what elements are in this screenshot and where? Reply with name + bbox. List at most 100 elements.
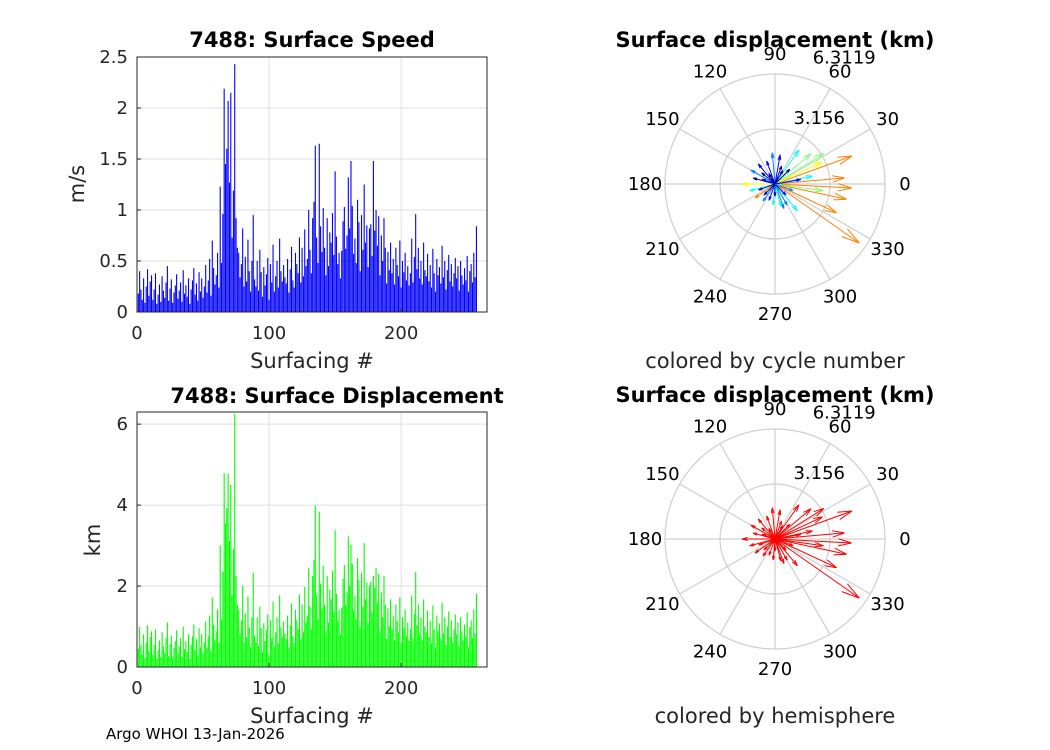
vector-shaft: [774, 504, 800, 540]
compass-cycle-vectors: [741, 149, 860, 244]
displacement-vector: [761, 533, 776, 540]
vector-head: [771, 200, 774, 205]
displacement-vector: [774, 504, 800, 540]
vector-head: [824, 210, 837, 214]
vector-head: [794, 204, 798, 211]
displacement-vector: [774, 533, 801, 540]
speed-chart: 7488: Surface Speed 0 100 200 0 0.5 1 1.5 2 2.5…: [65, 28, 488, 373]
vector-head: [815, 186, 824, 192]
vector-head: [796, 179, 801, 182]
ring-label: 3.156: [793, 108, 845, 129]
vector-shaft: [766, 515, 776, 540]
displacement-vector: [741, 536, 775, 542]
vector-shaft: [774, 538, 824, 547]
vector-head: [749, 187, 755, 192]
vector-head: [795, 504, 800, 512]
vector-shaft: [761, 527, 776, 540]
displacement-vector: [761, 527, 776, 540]
vector-head: [838, 183, 852, 189]
displacement-vector: [774, 183, 837, 214]
displacement-chart: 7488: Surface Displacement 0 100 200 0246 …: [81, 384, 504, 728]
displacement-vector: [774, 168, 791, 185]
vector-shaft: [758, 183, 776, 191]
vector-shaft: [774, 154, 781, 185]
displacement-vector: [754, 538, 776, 554]
x-tick-label: 100: [252, 678, 286, 699]
vector-head: [837, 510, 853, 513]
displacement-bars: [137, 414, 477, 667]
angle-label: 0: [899, 529, 910, 550]
vector-head: [778, 202, 782, 207]
vector-shaft: [774, 538, 788, 561]
displacement-vector: [761, 172, 776, 185]
angle-label: 240: [693, 287, 727, 308]
vector-head: [783, 201, 788, 206]
vector-head: [741, 181, 748, 185]
displacement-vector: [774, 154, 782, 185]
vector-head: [832, 532, 845, 538]
displacement-vector: [774, 538, 794, 547]
displacement-vector: [750, 524, 776, 540]
angle-label: 150: [645, 464, 679, 485]
vector-shaft: [761, 172, 776, 185]
displacement-vector: [766, 160, 776, 185]
vector-head: [762, 552, 765, 557]
vector-shaft: [768, 173, 776, 185]
angle-label: 120: [693, 416, 727, 437]
vector-shaft: [774, 183, 847, 200]
vector-shaft: [757, 518, 776, 540]
vector-shaft: [763, 538, 776, 551]
displacement-vector: [774, 538, 837, 569]
displacement-vector: [774, 538, 787, 551]
vector-head: [815, 541, 824, 547]
displacement-vector: [758, 183, 776, 191]
angle-label: 210: [645, 239, 679, 260]
vector-head: [813, 508, 824, 513]
vector-head: [824, 565, 837, 569]
angle-label: 180: [628, 529, 662, 550]
displacement-vector: [774, 538, 860, 599]
y-tick-label: 0: [117, 657, 128, 678]
vector-head: [750, 524, 756, 527]
vector-head: [778, 557, 782, 562]
displacement-vector: [774, 183, 794, 192]
vector-head: [814, 516, 823, 524]
vector-shaft: [774, 523, 791, 540]
displacement-vector: [774, 183, 847, 201]
ring-label: 6.3119: [813, 48, 876, 69]
y-tick-label: 2: [117, 98, 128, 119]
displacement-vector: [774, 183, 824, 193]
compass-cycle-title: Surface displacement (km): [615, 28, 934, 52]
compass-hemisphere-title: Surface displacement (km): [615, 383, 934, 407]
vector-shaft: [774, 165, 783, 185]
footer-credit: Argo WHOI 13-Jan-2026: [106, 725, 285, 743]
vector-head: [761, 527, 766, 530]
compass-cycle-caption: colored by cycle number: [645, 349, 905, 373]
vector-shaft: [758, 538, 776, 546]
vector-head: [792, 504, 800, 510]
vector-shaft: [774, 183, 794, 192]
vector-shaft: [774, 508, 825, 540]
vector-shaft: [762, 183, 776, 202]
angle-label: 210: [645, 594, 679, 615]
y-tick-label: 4: [117, 495, 128, 516]
vector-head: [757, 518, 763, 523]
displacement-vector: [773, 539, 777, 552]
vector-head: [806, 175, 813, 180]
displacement-vector: [774, 183, 788, 206]
displacement-vector: [770, 507, 776, 540]
displacement-vector: [768, 173, 776, 185]
vector-head: [814, 161, 823, 169]
vector-head: [771, 507, 775, 514]
angle-label: 270: [758, 659, 792, 680]
vector-head: [762, 197, 765, 202]
speed-bars: [137, 64, 477, 312]
angle-label: 60: [829, 416, 852, 437]
vector-shaft: [774, 533, 801, 540]
displacement-vector: [774, 538, 788, 561]
vector-shaft: [750, 169, 776, 185]
vector-head: [791, 206, 798, 212]
vector-shaft: [774, 538, 837, 569]
vector-shaft: [774, 538, 847, 555]
y-tick-label: 2: [117, 576, 128, 597]
